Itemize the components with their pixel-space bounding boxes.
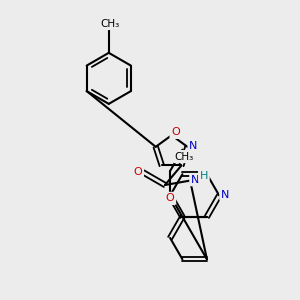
Text: O: O — [171, 127, 180, 137]
Text: O: O — [134, 167, 142, 177]
Text: N: N — [191, 175, 199, 184]
Text: CH₃: CH₃ — [175, 152, 194, 162]
Text: CH₃: CH₃ — [100, 19, 119, 28]
Text: N: N — [189, 141, 197, 151]
Text: O: O — [166, 194, 175, 203]
Text: H: H — [200, 171, 208, 181]
Text: N: N — [221, 190, 229, 200]
